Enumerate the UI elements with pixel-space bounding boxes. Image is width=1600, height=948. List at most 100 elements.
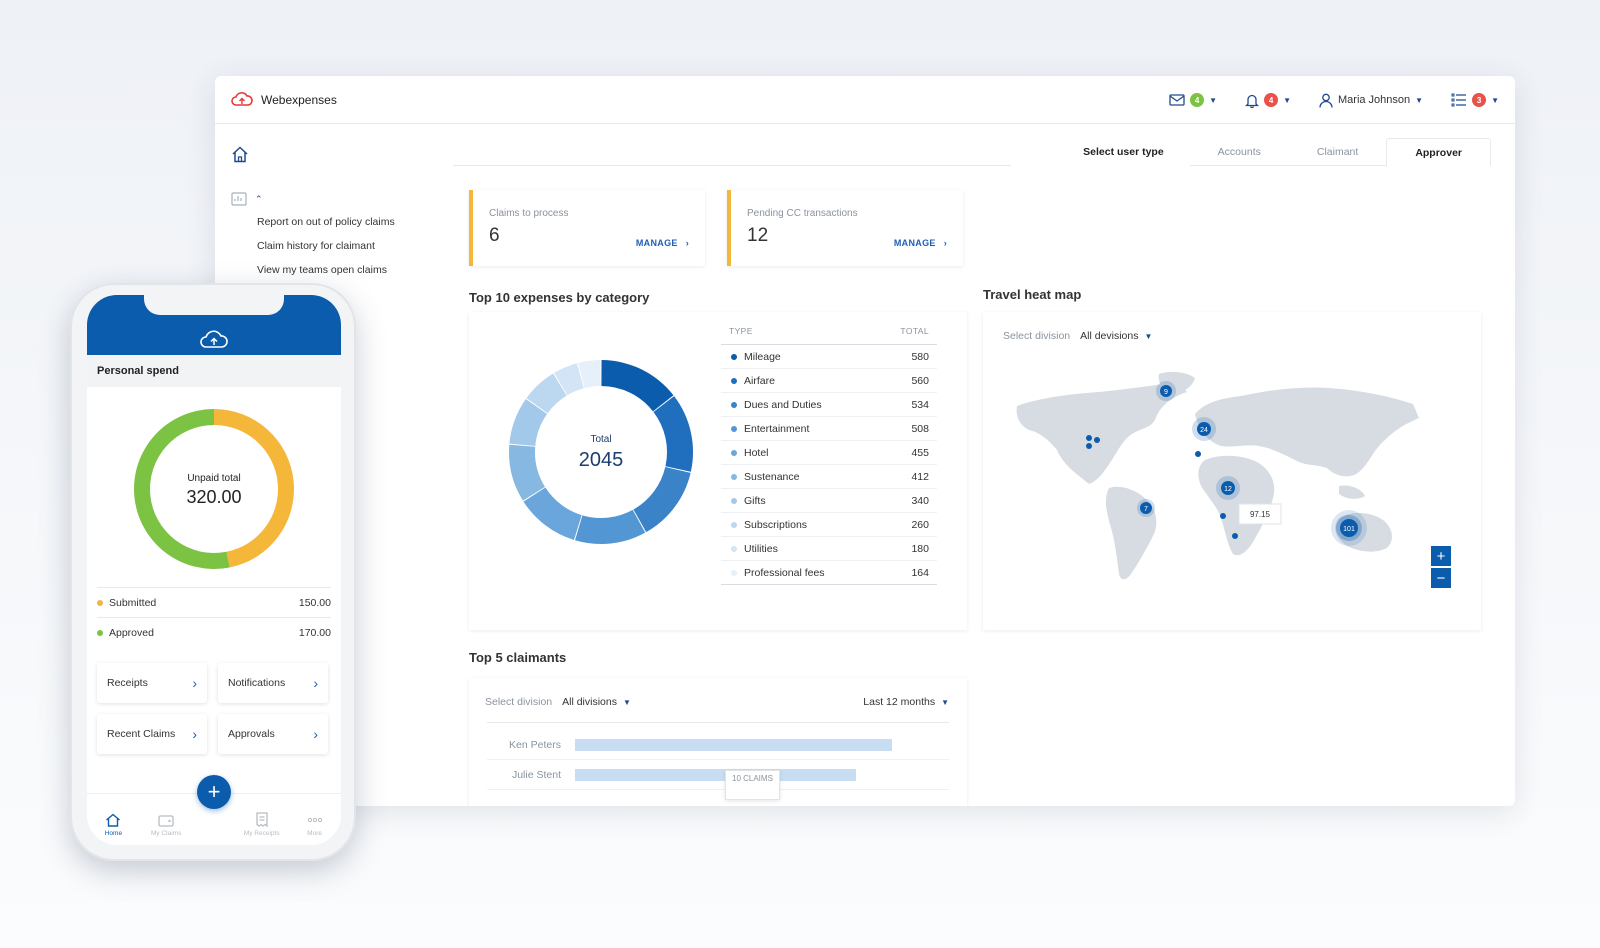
cluster-count: 24 — [1200, 427, 1208, 434]
donut-total-value: 2045 — [579, 449, 624, 471]
receipt-icon — [256, 812, 268, 827]
brand[interactable]: Webexpenses — [231, 91, 337, 108]
legend-dot — [731, 473, 737, 480]
home-nav[interactable] — [231, 146, 249, 168]
expense-type: Sustenance — [744, 470, 800, 483]
sidebar-link-team-open-claims[interactable]: View my teams open claims — [257, 264, 387, 276]
donut-slice-gifts[interactable] — [509, 398, 548, 446]
manage-claims-button[interactable]: MANAGE › — [636, 238, 689, 248]
chevron-down-icon: ▼ — [1144, 331, 1153, 341]
expense-row: Hotel 455 — [721, 441, 937, 465]
more-dots-icon — [307, 817, 322, 823]
donut-slice-subscriptions[interactable] — [526, 373, 567, 414]
recent-claims-tile[interactable]: Recent Claims › — [97, 714, 207, 754]
nav-home[interactable]: Home — [91, 813, 135, 837]
expense-total: 412 — [911, 470, 929, 483]
donut-slice-dues-and-duties[interactable] — [633, 466, 691, 533]
manage-cc-button[interactable]: MANAGE › — [894, 238, 947, 248]
mail-count-badge: 4 — [1190, 93, 1205, 107]
map-marker[interactable] — [1195, 451, 1201, 457]
tab-claimant[interactable]: Claimant — [1288, 138, 1387, 166]
heatmap-division-select[interactable]: Select division All devisions ▼ — [1003, 330, 1152, 342]
chevron-down-icon: ▼ — [1491, 95, 1499, 105]
cluster-count: 7 — [1144, 506, 1148, 513]
tasks-menu[interactable]: 3 ▼ — [1451, 93, 1499, 107]
nav-my-claims[interactable]: My Claims — [144, 813, 188, 837]
notifications-menu[interactable]: 4 ▼ — [1245, 93, 1291, 108]
map-marker[interactable] — [1232, 533, 1238, 539]
cluster-count: 9 — [1164, 389, 1168, 396]
donut-slice-sustenance[interactable] — [509, 444, 545, 501]
donut-slice-mileage[interactable] — [601, 360, 674, 412]
map-marker[interactable] — [1094, 437, 1100, 443]
tile-label: Approvals — [228, 728, 275, 740]
approved-dot — [97, 629, 103, 636]
legend-dot — [731, 353, 737, 360]
col-total: TOTAL — [900, 326, 929, 336]
tab-accounts[interactable]: Accounts — [1189, 138, 1289, 166]
add-claim-button[interactable]: + — [197, 775, 231, 809]
map-cluster[interactable]: 12 — [1216, 476, 1240, 500]
donut-slice-professional-fees[interactable] — [578, 360, 601, 389]
top-bar: Webexpenses 4 ▼ 4 ▼ Maria Johnson ▼ 3 ▼ — [215, 76, 1515, 124]
chevron-down-icon: ▼ — [1283, 95, 1291, 105]
user-menu[interactable]: Maria Johnson ▼ — [1319, 93, 1423, 108]
map-cluster[interactable]: 9 — [1156, 381, 1176, 401]
expense-total: 508 — [911, 422, 929, 435]
sidebar-link-claim-history[interactable]: Claim history for claimant — [257, 240, 375, 252]
tile-label: Notifications — [228, 677, 286, 689]
map-cluster[interactable]: 7 — [1137, 499, 1155, 517]
expense-row: Utilities 180 — [721, 537, 937, 561]
donut-slice-hotel[interactable] — [523, 487, 582, 540]
map-marker[interactable] — [1220, 513, 1226, 519]
main-content: Select user type Accounts Claimant Appro… — [453, 124, 1491, 806]
world-map: 9 24 12 7 101 97.15 — [1016, 371, 1419, 580]
notifications-tile[interactable]: Notifications › — [218, 663, 328, 703]
donut-slice-submitted[interactable] — [214, 409, 295, 568]
sidebar: ⌃ Report on out of policy claims Claim h… — [215, 124, 465, 806]
receipts-tile[interactable]: Receipts › — [97, 663, 207, 703]
reports-nav-toggle[interactable]: ⌃ — [231, 192, 263, 206]
donut-slice-entertainment[interactable] — [575, 509, 646, 544]
approvals-tile[interactable]: Approvals › — [218, 714, 328, 754]
heatmap-title: Travel heat map — [983, 287, 1082, 302]
legend-dot — [731, 377, 737, 384]
mail-menu[interactable]: 4 ▼ — [1169, 93, 1217, 107]
nav-more[interactable]: More — [293, 813, 337, 837]
expense-row: Professional fees 164 — [721, 561, 937, 585]
claimant-bar — [575, 768, 856, 781]
expense-type: Utilities — [744, 542, 778, 555]
home-icon — [232, 146, 248, 163]
donut-slice-utilities[interactable] — [554, 363, 584, 396]
zoom-out-button[interactable]: − — [1431, 568, 1451, 588]
col-type: TYPE — [729, 326, 753, 336]
map-cluster[interactable]: 24 — [1192, 417, 1216, 441]
phone-header — [87, 295, 341, 355]
map-cluster[interactable]: 101 — [1331, 510, 1367, 546]
claimants-division-select[interactable]: Select division All divisions ▼ — [485, 696, 631, 708]
kpi-label: Pending CC transactions — [747, 208, 858, 219]
map-marker[interactable] — [1086, 443, 1092, 449]
list-icon — [1451, 93, 1467, 107]
nav-my-receipts[interactable]: My Receipts — [240, 812, 284, 837]
donut-slice-airfare[interactable] — [653, 396, 693, 472]
period-select[interactable]: Last 12 months ▼ — [863, 696, 949, 708]
donut-value: 320.00 — [186, 487, 241, 507]
donut-slice-approved[interactable] — [134, 409, 230, 569]
sidebar-link-out-of-policy[interactable]: Report on out of policy claims — [257, 216, 395, 228]
personal-spend-title: Personal spend — [87, 355, 341, 387]
expense-total: 580 — [911, 350, 929, 363]
zoom-in-button[interactable]: + — [1431, 546, 1451, 566]
tab-approver[interactable]: Approver — [1386, 138, 1491, 166]
claimant-name: Ken Peters — [509, 738, 561, 751]
nav-label: More — [307, 830, 322, 837]
expense-type: Airfare — [744, 374, 775, 387]
claimant-bar — [575, 738, 892, 751]
chevron-right-icon: › — [192, 675, 197, 691]
row-value: 150.00 — [298, 596, 331, 609]
nav-label: Home — [104, 830, 123, 837]
claimant-row[interactable]: Julie Stent — [487, 760, 949, 790]
claimant-row[interactable]: Ken Peters — [487, 730, 949, 760]
cluster-count: 101 — [1343, 526, 1355, 533]
map-marker[interactable] — [1086, 435, 1092, 441]
